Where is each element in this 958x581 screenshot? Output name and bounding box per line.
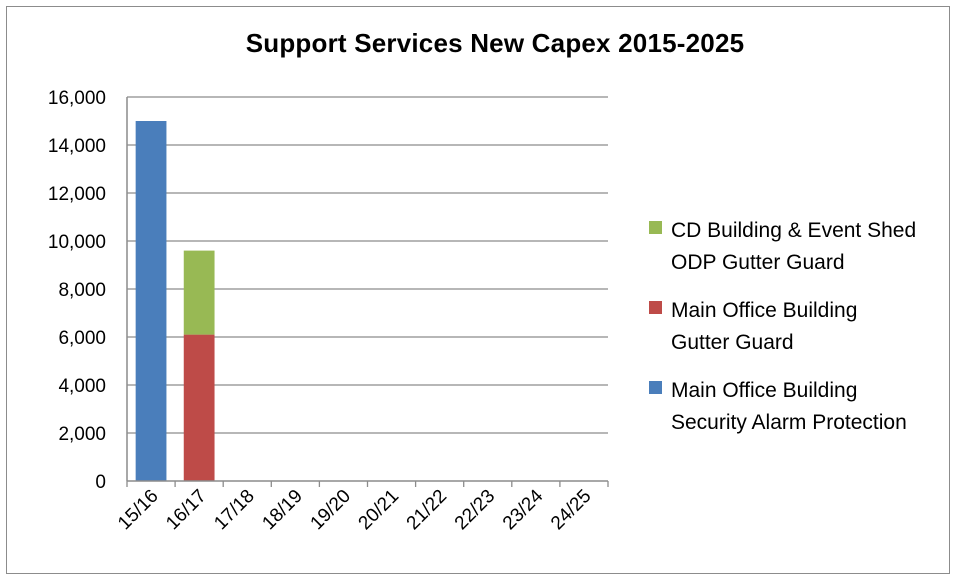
x-tick-label: 24/25 [547, 486, 595, 534]
legend-label: Main Office Building [671, 299, 857, 322]
x-tick-label: 17/18 [210, 486, 258, 534]
bar-segment [183, 250, 215, 335]
x-tick-label: 15/16 [114, 486, 162, 534]
y-tick-label: 2,000 [58, 424, 106, 445]
y-axis-ticks: 0 2,000 4,000 6,000 8,000 10,000 12,000 14,000 1… [48, 88, 106, 493]
x-tick-label: 23/24 [499, 485, 548, 534]
legend-swatch [649, 301, 662, 314]
y-tick-label: 12,000 [48, 184, 106, 205]
x-tick-label: 19/20 [307, 486, 355, 534]
legend-label: Main Office Building [671, 379, 857, 402]
axes [126, 97, 609, 487]
x-tick-label: 21/22 [403, 486, 451, 534]
legend-label: Gutter Guard [671, 331, 794, 354]
legend-label: Security Alarm Protection [671, 411, 907, 434]
x-tick-label: 20/21 [355, 486, 403, 534]
bar-segment [135, 121, 167, 481]
y-tick-label: 14,000 [48, 136, 106, 157]
y-tick-label: 10,000 [48, 232, 106, 253]
y-tick-label: 6,000 [58, 328, 106, 349]
chart-title: Support Services New Capex 2015-2025 [245, 28, 745, 58]
bar-segment [183, 334, 215, 481]
y-tick-label: 16,000 [48, 88, 106, 109]
y-tick-label: 0 [95, 472, 106, 493]
x-axis-ticks: 15/16 16/17 17/18 18/19 19/20 20/21 21/22 22/23… [114, 485, 595, 534]
legend: CD Building & Event Shed ODP Gutter Guard… [649, 219, 916, 434]
y-tick-label: 4,000 [58, 376, 106, 397]
legend-swatch [649, 221, 662, 234]
legend-label: ODP Gutter Guard [671, 251, 845, 274]
x-tick-label: 18/19 [258, 486, 306, 534]
x-tick-label: 22/23 [451, 486, 499, 534]
bars [135, 121, 215, 481]
legend-label: CD Building & Event Shed [671, 219, 916, 242]
x-tick-label: 16/17 [162, 486, 210, 534]
y-tick-label: 8,000 [58, 280, 106, 301]
legend-swatch [649, 381, 662, 394]
